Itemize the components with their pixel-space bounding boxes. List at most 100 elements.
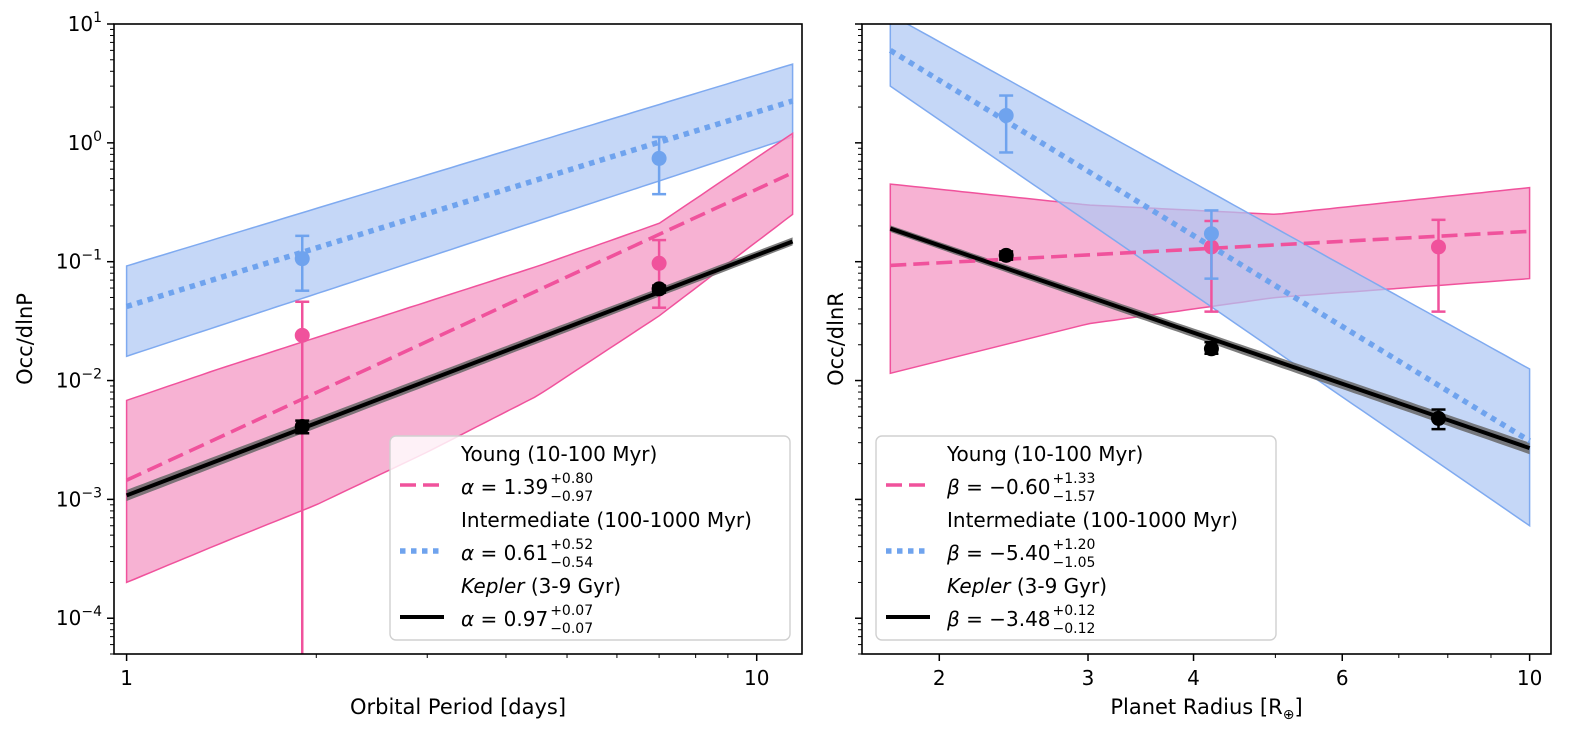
y-tick-exponent: −3	[81, 485, 102, 501]
kepler-data-point	[651, 281, 667, 297]
intermediate-legend-param: β = −5.40	[946, 541, 1051, 565]
y-tick-exponent: −2	[81, 367, 102, 383]
legend-name-italic: Kepler	[461, 574, 526, 598]
legend-param-symbol: β	[946, 475, 960, 499]
kepler-marker	[998, 247, 1014, 263]
right-panel-radius-distribution: 2 3 4 6 10 Planet Radius [R⊕] Occ/dlnR Young (1…	[824, 23, 1552, 723]
x-axis-label: Orbital Period [days]	[350, 695, 566, 719]
young-fit-line	[125, 171, 794, 482]
y-tick-exponent: 1	[93, 10, 102, 26]
legend-param-symbol: α	[461, 475, 474, 499]
intermediate-marker	[998, 107, 1014, 123]
y-tick-label: 10−4	[56, 604, 102, 630]
legend-name-rest: (3-9 Gyr)	[1011, 574, 1108, 598]
legend-param-upper-error: +0.07	[550, 603, 593, 619]
x-tick-label: 2	[933, 666, 946, 690]
plot-area	[125, 63, 794, 654]
legend-param-lower-error: −1.57	[1053, 489, 1096, 505]
kepler-fit-line	[889, 226, 1531, 451]
legend-param-symbol: β	[946, 607, 960, 631]
intermediate-marker	[1203, 226, 1219, 242]
kepler-marker	[1203, 341, 1219, 357]
kepler-legend-name: Kepler (3-9 Gyr)	[461, 574, 621, 598]
legend-param-value: = −0.60	[960, 475, 1051, 499]
legend-param-lower-error: −1.05	[1053, 555, 1096, 571]
y-tick-label: 101	[68, 10, 102, 36]
y-tick-exponent: 0	[93, 129, 102, 145]
kepler-fit-line	[125, 239, 794, 498]
legend-name-rest: (3-9 Gyr)	[525, 574, 622, 598]
plot-area	[888, 24, 1532, 528]
y-tick-exponent: −1	[81, 248, 102, 264]
kepler-legend-param: α = 0.97	[461, 607, 548, 631]
legend-param-value: = −5.40	[960, 541, 1051, 565]
kepler-legend-name: Kepler (3-9 Gyr)	[947, 574, 1107, 598]
x-tick-label: 6	[1336, 666, 1349, 690]
legend-param-upper-error: +1.20	[1053, 537, 1096, 553]
legend-param-value: = 0.97	[474, 607, 548, 631]
legend-param-value: = −3.48	[960, 607, 1051, 631]
intermediate-legend-param: α = 0.61	[461, 541, 548, 565]
y-tick-base: 10	[56, 250, 81, 274]
earth-symbol-icon: ⊕	[1283, 707, 1295, 723]
x-tick-label: 10	[744, 666, 769, 690]
young-marker	[294, 327, 310, 343]
y-tick-label: 10−2	[56, 367, 102, 393]
legend-param-lower-error: −0.54	[550, 555, 593, 571]
intermediate-data-point	[998, 94, 1014, 154]
x-tick-label: 3	[1082, 666, 1095, 690]
y-tick-base: 10	[56, 369, 81, 393]
legend-box	[389, 435, 791, 641]
x-tick-label: 1	[120, 666, 133, 690]
y-tick-base: 10	[56, 606, 81, 630]
kepler-legend-param: β = −3.48	[946, 607, 1051, 631]
legend-param-upper-error: +1.33	[1053, 471, 1096, 487]
legend-param-upper-error: +0.80	[550, 471, 593, 487]
young-data-point	[1430, 218, 1446, 313]
legend-param-lower-error: −0.12	[1053, 621, 1096, 637]
axes-frame	[861, 23, 1552, 655]
x-axis-label: Planet Radius [R⊕]	[1110, 695, 1302, 723]
y-tick-base: 10	[68, 131, 93, 155]
legend: Young (10-100 Myr) α = 1.39 +0.80 −0.97 Inte…	[389, 435, 791, 641]
kepler-data-point	[998, 247, 1014, 263]
legend-param-symbol: β	[946, 541, 960, 565]
legend-name-italic: Kepler	[947, 574, 1012, 598]
legend-param-lower-error: −0.07	[550, 621, 593, 637]
y-tick-base: 10	[68, 12, 93, 36]
y-axis-label: Occ/dlnP	[13, 293, 37, 385]
kepler-data-point	[1430, 408, 1446, 431]
x-axis-label-text: Planet Radius [R	[1110, 695, 1282, 719]
legend-param-lower-error: −0.97	[550, 489, 593, 505]
intermediate-data-point	[651, 135, 667, 196]
young-confidence-band	[125, 131, 794, 584]
axes-frame	[113, 23, 803, 655]
legend: Young (10-100 Myr) β = −0.60 +1.33 −1.57 Int…	[875, 435, 1277, 641]
legend-param-symbol: α	[461, 607, 474, 631]
intermediate-data-point	[294, 234, 310, 292]
intermediate-marker	[651, 150, 667, 166]
kepler-marker	[651, 281, 667, 297]
y-tick-label: 10−3	[56, 485, 102, 511]
intermediate-legend-name: Intermediate (100-1000 Myr)	[461, 508, 752, 532]
legend-box	[875, 435, 1277, 641]
kepler-data-point	[294, 419, 310, 435]
young-data-point	[651, 238, 667, 309]
young-data-point	[294, 300, 310, 654]
intermediate-legend-name: Intermediate (100-1000 Myr)	[947, 508, 1238, 532]
intermediate-marker	[294, 251, 310, 267]
x-tick-label: 10	[1517, 666, 1542, 690]
x-axis-label-end: ]	[1294, 695, 1302, 719]
young-marker	[1430, 239, 1446, 255]
legend-param-value: = 1.39	[474, 475, 548, 499]
young-legend-name: Young (10-100 Myr)	[946, 442, 1143, 466]
legend-param-symbol: α	[461, 541, 474, 565]
young-legend-param: β = −0.60	[946, 475, 1051, 499]
young-legend-name: Young (10-100 Myr)	[460, 442, 657, 466]
kepler-marker	[1430, 410, 1446, 426]
y-tick-base: 10	[56, 487, 81, 511]
young-legend-param: α = 1.39	[461, 475, 548, 499]
legend-param-upper-error: +0.52	[550, 537, 593, 553]
